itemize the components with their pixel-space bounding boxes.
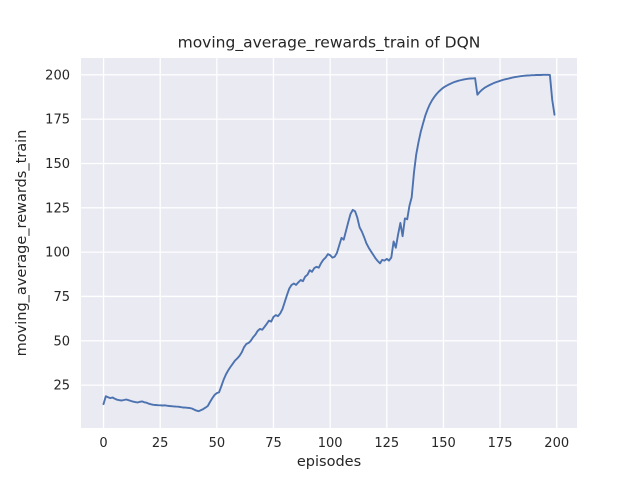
y-axis-label: moving_average_rewards_train	[14, 130, 30, 357]
x-tick-label: 175	[488, 436, 513, 451]
x-tick-label: 100	[318, 436, 343, 451]
x-tick-label: 0	[99, 436, 107, 451]
y-tick-label: 50	[53, 334, 70, 349]
x-tick-label: 200	[544, 436, 569, 451]
y-tick-label: 200	[45, 68, 70, 83]
y-axis-tick-labels: 25 50 75 100 125 150 175 200	[45, 68, 70, 393]
gridlines	[81, 58, 577, 428]
x-tick-label: 50	[209, 436, 226, 451]
y-tick-label: 175	[45, 113, 70, 128]
plot-area	[81, 58, 577, 428]
dqn-series-line	[102, 73, 556, 413]
y-tick-label: 75	[53, 290, 70, 305]
y-tick-label: 125	[45, 201, 70, 216]
x-tick-label: 75	[265, 436, 282, 451]
x-tick-label: 25	[152, 436, 169, 451]
chart-title: moving_average_rewards_train of DQN	[178, 34, 481, 53]
x-tick-label: 150	[431, 436, 456, 451]
x-tick-label: 125	[374, 436, 399, 451]
y-tick-label: 150	[45, 157, 70, 172]
x-axis-label: episodes	[297, 454, 361, 470]
y-tick-label: 100	[45, 246, 70, 261]
x-axis-tick-labels: 0 25 50 75 100 125 150 175 200	[99, 436, 569, 451]
y-tick-label: 25	[53, 379, 70, 394]
